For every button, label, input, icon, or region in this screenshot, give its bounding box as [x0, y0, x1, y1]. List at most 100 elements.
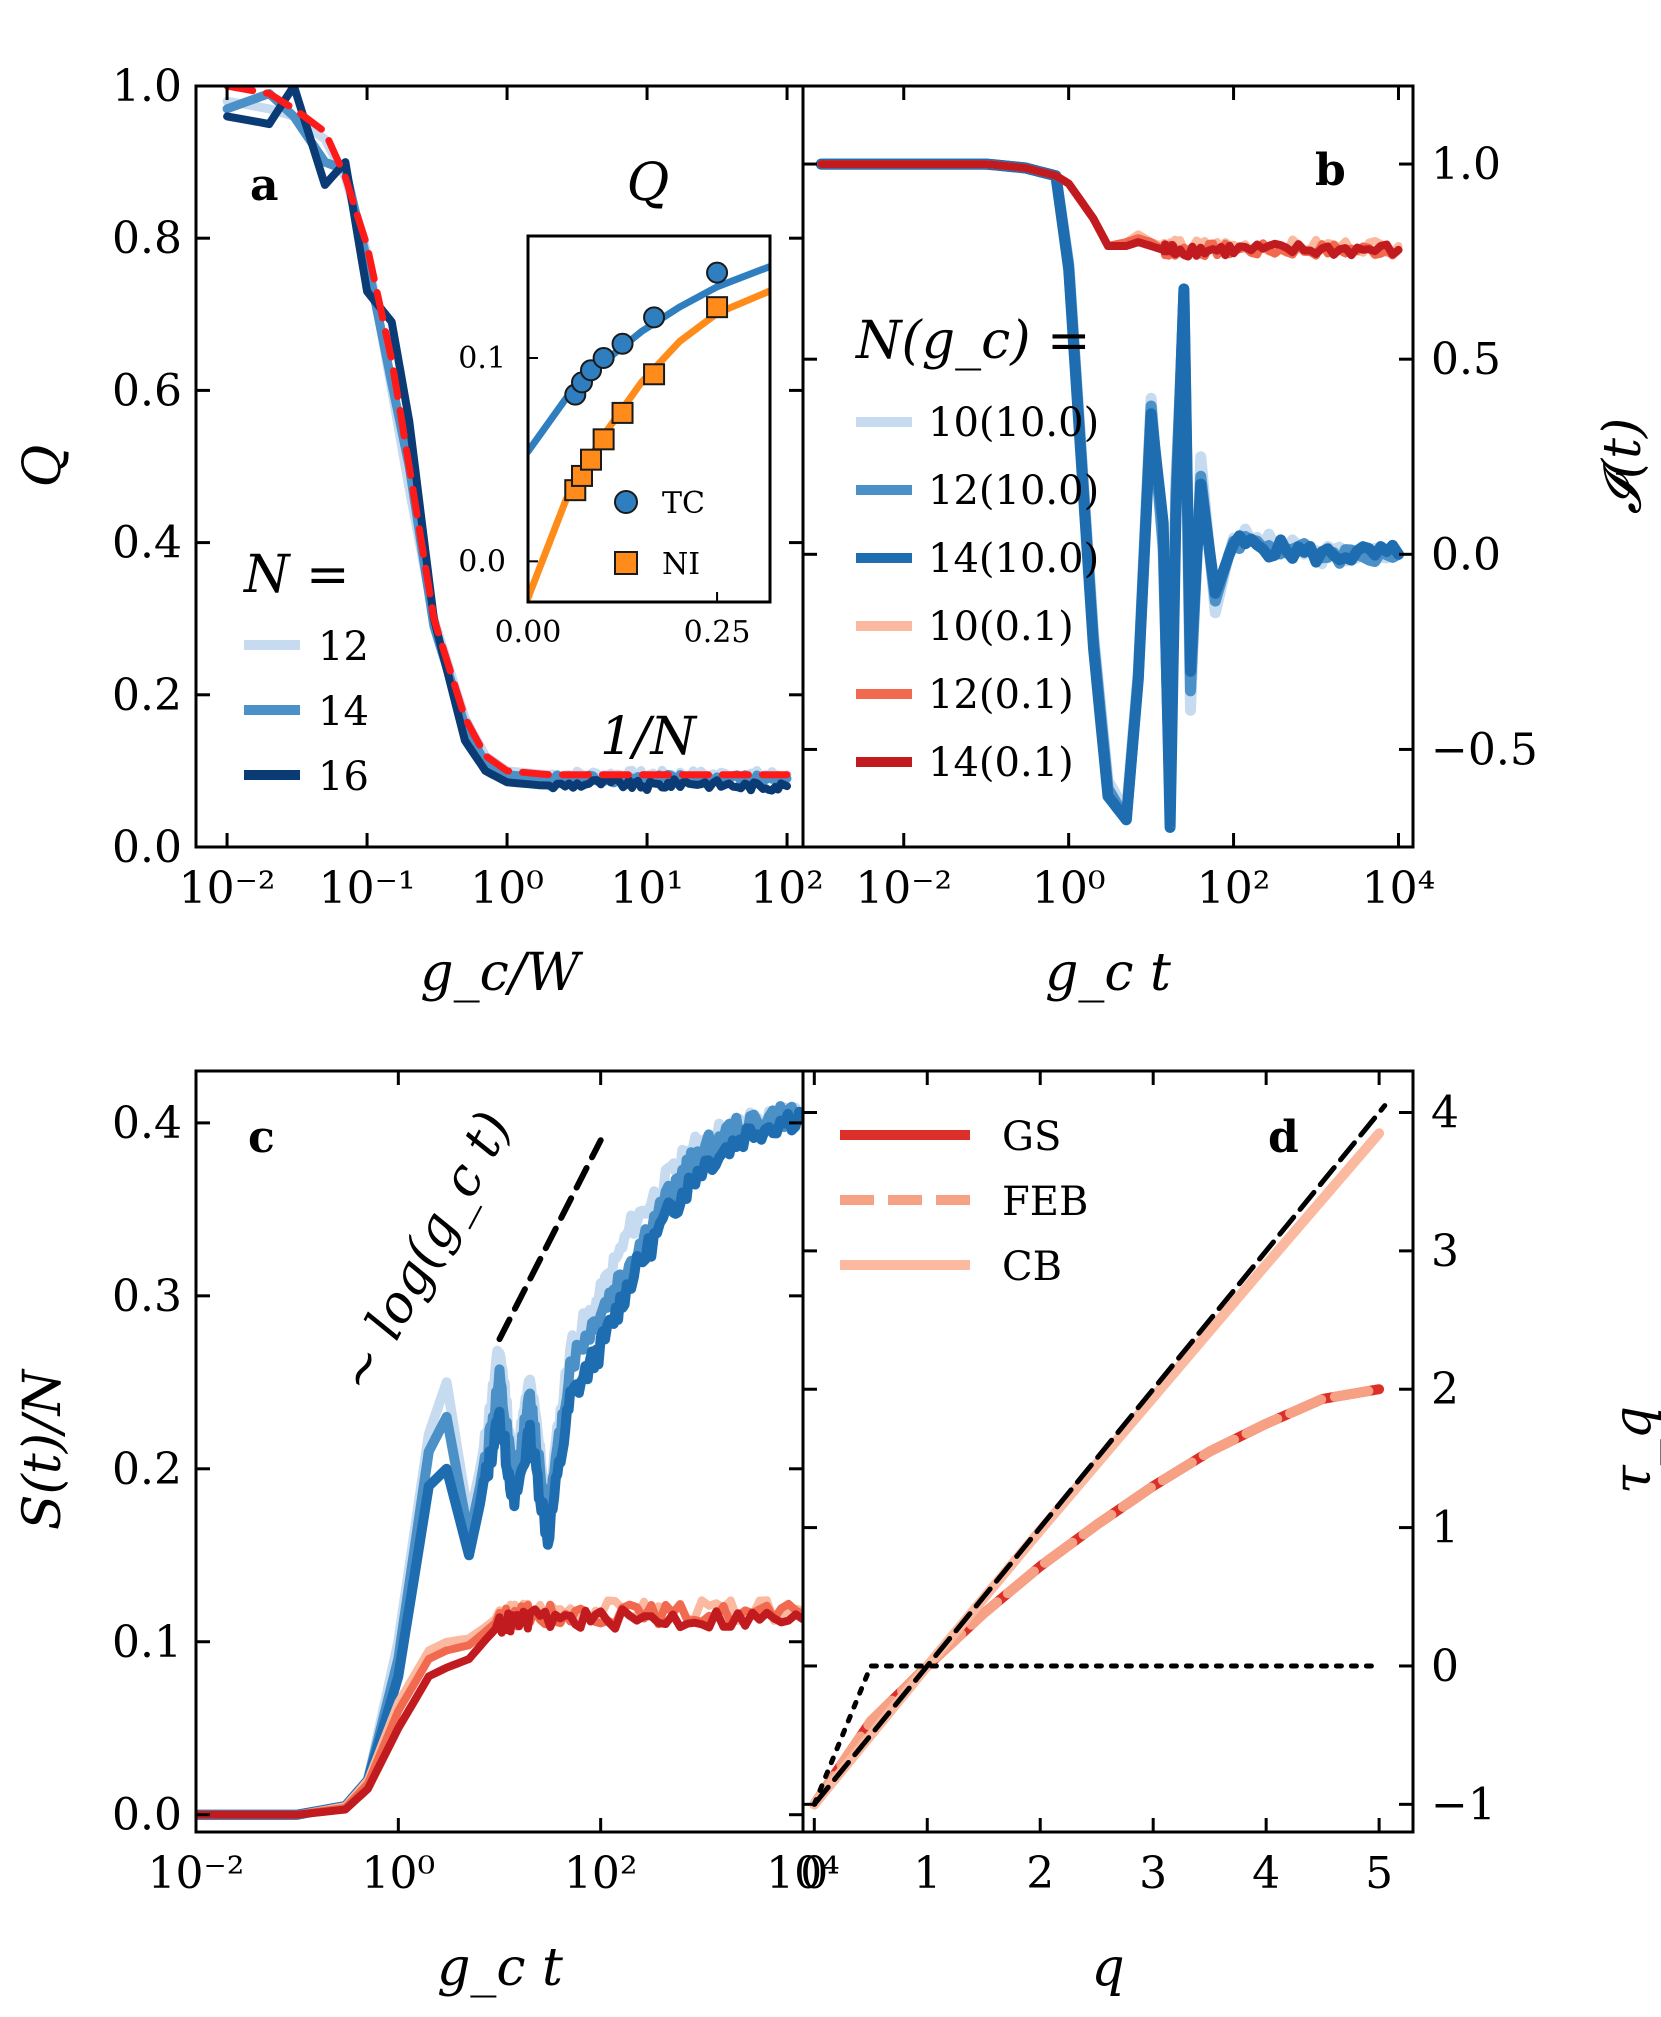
inset-legend-tc: TC — [662, 486, 705, 521]
inset-xtick-label: 0.00 — [495, 615, 562, 650]
inset-frame — [526, 234, 772, 604]
panel-a: 10⁻² 10⁻¹ 10⁰ 10¹ 10² 0.0 0.2 0.4 0.6 0.8 1.0 a g_… — [13, 61, 824, 1003]
panel-b: 10⁻² 10⁰ 10² 10⁴−0.50.00.51.0 b g_c t 𝓘(t) … — [801, 84, 1653, 1003]
legend-label-12: 12 — [318, 624, 369, 670]
panel-a-ytick-label: 0.8 — [112, 213, 182, 264]
panel-c-ylabel: S(t)/N — [13, 1368, 73, 1530]
inset-ytick-label: 0.0 — [458, 544, 506, 579]
inset-ni-point — [611, 401, 634, 424]
panel-a-ytick-label: 0.0 — [112, 822, 182, 873]
legend-label-10-10: 10(10.0) — [928, 400, 1099, 446]
panel-a-xtick-label: 10¹ — [610, 863, 684, 914]
panel-a-xtick-label: 10⁻² — [179, 863, 276, 914]
series-b-14-01 — [817, 160, 1403, 261]
inset-ni-point — [592, 428, 615, 451]
series-c-14-01 — [196, 1605, 803, 1819]
panel-d-ytick-label: 4 — [1431, 1088, 1459, 1139]
panel-c-letter: c — [248, 1112, 275, 1163]
legend-label-gs: GS — [1002, 1114, 1061, 1160]
panel-d-ytick-label: −1 — [1431, 1779, 1496, 1830]
series-b-14-10 — [815, 158, 1404, 833]
legend-label-cb: CB — [1002, 1244, 1062, 1290]
series-fit — [223, 86, 791, 779]
panel-d-xtick-label: 2 — [1026, 1848, 1054, 1899]
inset-tc-point — [643, 306, 666, 329]
panel-d-ytick-label: 1 — [1431, 1503, 1459, 1554]
series-c-12-10 — [196, 1101, 803, 1820]
legend-label-16: 16 — [318, 754, 369, 800]
panel-d: 0 1 2 3 4 5 −1 0 1 2 3 4 d q τ_q GS FEB CB — [800, 1069, 1661, 1998]
panel-d-ytick-label: 3 — [1431, 1226, 1459, 1277]
panel-d-xtick-label: 0 — [800, 1848, 828, 1899]
legend-label-14-10: 14(10.0) — [928, 536, 1099, 582]
panel-d-xtick-label: 5 — [1365, 1848, 1393, 1899]
panel-b-xtick-label: 10⁰ — [1032, 863, 1106, 914]
reference-line-dashed — [811, 1103, 1388, 1807]
panel-c-frame — [194, 1069, 805, 1834]
panel-d-xtick-label: 3 — [1139, 1848, 1167, 1899]
panel-b-frame — [801, 84, 1415, 849]
series-feb — [809, 1384, 1385, 1810]
panel-c: 10⁻² 10⁰ 10² 10⁴ 0.0 0.1 0.2 0.3 0.4 c g_c t S(t… — [13, 1069, 840, 1998]
panel-a-xtick-label: 10⁰ — [470, 863, 544, 914]
panel-d-ytick-label: 2 — [1431, 1364, 1459, 1415]
panel-b-xtick-label: 10⁴ — [1362, 863, 1436, 914]
series-gs — [809, 1384, 1385, 1810]
inset-legend-tc-marker — [614, 490, 638, 514]
panel-c-ytick-label: 0.2 — [112, 1444, 182, 1495]
inset-ni-point — [579, 448, 602, 471]
panel-d-xtick-label: 1 — [913, 1848, 941, 1899]
legend-label-feb: FEB — [1002, 1179, 1088, 1225]
panel-a-legend-title: N = — [242, 545, 350, 605]
panel-d-xtick-label: 4 — [1252, 1848, 1280, 1899]
inset-tc-point — [592, 347, 615, 369]
panel-c-ytick-label: 0.3 — [112, 1271, 182, 1322]
panel-c-ytick-label: 0.4 — [112, 1098, 182, 1149]
panel-b-xtick-label: 10² — [1197, 863, 1271, 914]
inset-xlabel: 1/N — [600, 707, 698, 767]
inset-ni-point — [706, 296, 729, 319]
panel-a-ytick-label: 0.6 — [112, 365, 182, 416]
inset-legend-ni: NI — [662, 547, 700, 582]
panel-a-xtick-label: 10⁻¹ — [319, 863, 416, 914]
panel-b-legend-title: N(g_c) = — [854, 311, 1091, 371]
panel-c-xtick-label: 10² — [564, 1848, 638, 1899]
log-guide-line — [496, 1137, 604, 1343]
panel-b-ytick-label: 0.0 — [1431, 529, 1501, 580]
inset-ytick-label: 0.1 — [458, 341, 506, 376]
inset-legend-ni-marker — [614, 551, 638, 575]
legend-label-10-01: 10(0.1) — [928, 604, 1074, 650]
legend-label-14-01: 14(0.1) — [928, 740, 1074, 786]
panel-c-xtick-label: 10⁰ — [362, 1848, 436, 1899]
series-n16 — [223, 86, 791, 795]
series-c-14-10 — [196, 1106, 803, 1820]
inset-tc-point — [706, 261, 729, 284]
panel-c-ytick-label: 0.1 — [112, 1617, 182, 1668]
panel-d-frame — [801, 1069, 1415, 1834]
panel-d-ylabel: τ_q — [1603, 1406, 1661, 1494]
panel-d-letter: d — [1268, 1112, 1299, 1163]
panel-a-xlabel: g_c/W — [420, 943, 583, 1003]
panel-c-ytick-label: 0.0 — [112, 1790, 182, 1841]
panel-b-ylabel: 𝓘(t) — [1593, 418, 1653, 515]
panel-d-legend: GS FEB CB — [840, 1114, 1088, 1290]
panel-b-ytick-label: 1.0 — [1431, 139, 1501, 190]
panel-a-ytick-label: 0.2 — [112, 670, 182, 721]
panel-b-xtick-label: 10⁻² — [855, 863, 952, 914]
inset-tc-point — [611, 332, 634, 355]
panel-b-ytick-label: 0.5 — [1431, 334, 1501, 385]
panel-c-xlabel: g_c t — [437, 1938, 563, 1998]
panel-a-ytick-label: 1.0 — [112, 61, 182, 112]
panel-a-inset: 0.00 0.25 0.0 0.1 Q 1/N TC NI — [458, 153, 772, 767]
panel-b-xlabel: g_c t — [1045, 943, 1171, 1003]
panel-a-letter: a — [250, 160, 279, 211]
inset-legend: TC NI — [614, 486, 705, 582]
legend-label-14: 14 — [318, 689, 369, 735]
reference-line-dotted — [811, 1663, 1382, 1807]
panel-c-xtick-label: 10⁻² — [148, 1848, 245, 1899]
panel-d-xlabel: q — [1091, 1938, 1124, 1998]
legend-label-12-01: 12(0.1) — [928, 672, 1074, 718]
panel-a-ylabel: Q — [13, 445, 73, 488]
panel-d-ytick-label: 0 — [1431, 1641, 1459, 1692]
